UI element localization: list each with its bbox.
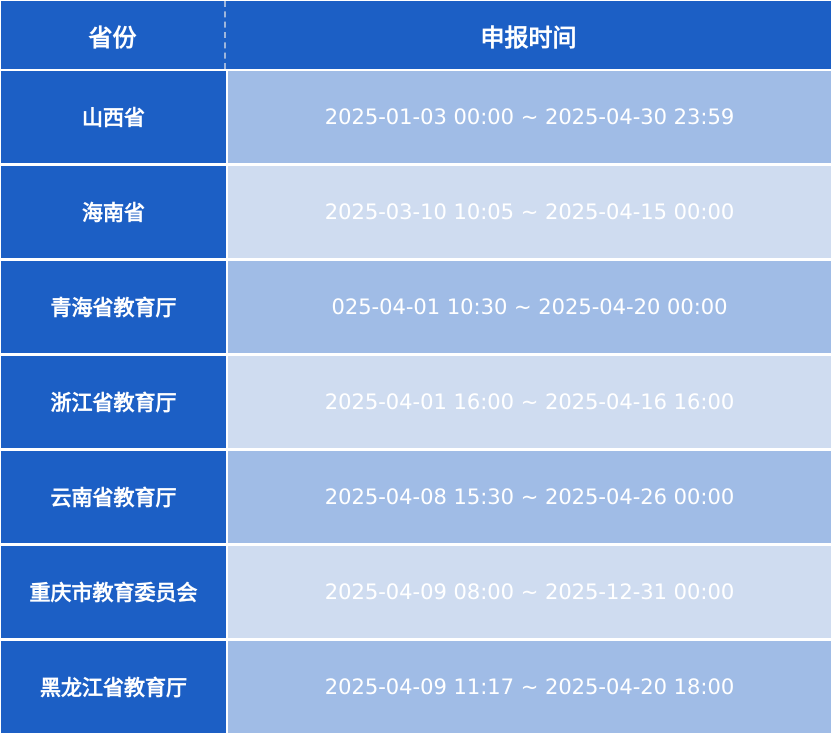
province-cell: 重庆市教育委员会	[1, 546, 226, 638]
header-time: 申报时间	[226, 1, 831, 69]
time-cell: 2025-04-09 08:00 ~ 2025-12-31 00:00	[228, 546, 831, 638]
table-row: 山西省 2025-01-03 00:00 ~ 2025-04-30 23:59	[1, 71, 831, 166]
table-row: 重庆市教育委员会 2025-04-09 08:00 ~ 2025-12-31 00…	[1, 546, 831, 641]
table-row: 海南省 2025-03-10 10:05 ~ 2025-04-15 00:00	[1, 166, 831, 261]
province-cell: 黑龙江省教育厅	[1, 641, 226, 733]
table-row: 青海省教育厅 025-04-01 10:30 ~ 2025-04-20 00:00	[1, 261, 831, 356]
province-cell: 青海省教育厅	[1, 261, 226, 353]
table-row: 云南省教育厅 2025-04-08 15:30 ~ 2025-04-26 00:0…	[1, 451, 831, 546]
table-row: 黑龙江省教育厅 2025-04-09 11:17 ~ 2025-04-20 18:…	[1, 641, 831, 736]
time-cell: 2025-01-03 00:00 ~ 2025-04-30 23:59	[228, 71, 831, 163]
time-cell: 025-04-01 10:30 ~ 2025-04-20 00:00	[228, 261, 831, 353]
province-cell: 云南省教育厅	[1, 451, 226, 543]
province-cell: 浙江省教育厅	[1, 356, 226, 448]
time-cell: 2025-04-08 15:30 ~ 2025-04-26 00:00	[228, 451, 831, 543]
time-cell: 2025-03-10 10:05 ~ 2025-04-15 00:00	[228, 166, 831, 258]
province-cell: 山西省	[1, 71, 226, 163]
header-province: 省份	[1, 1, 226, 69]
table-header: 省份 申报时间	[1, 1, 831, 69]
time-cell: 2025-04-01 16:00 ~ 2025-04-16 16:00	[228, 356, 831, 448]
province-cell: 海南省	[1, 166, 226, 258]
time-cell: 2025-04-09 11:17 ~ 2025-04-20 18:00	[228, 641, 831, 733]
table-row: 浙江省教育厅 2025-04-01 16:00 ~ 2025-04-16 16:0…	[1, 356, 831, 451]
